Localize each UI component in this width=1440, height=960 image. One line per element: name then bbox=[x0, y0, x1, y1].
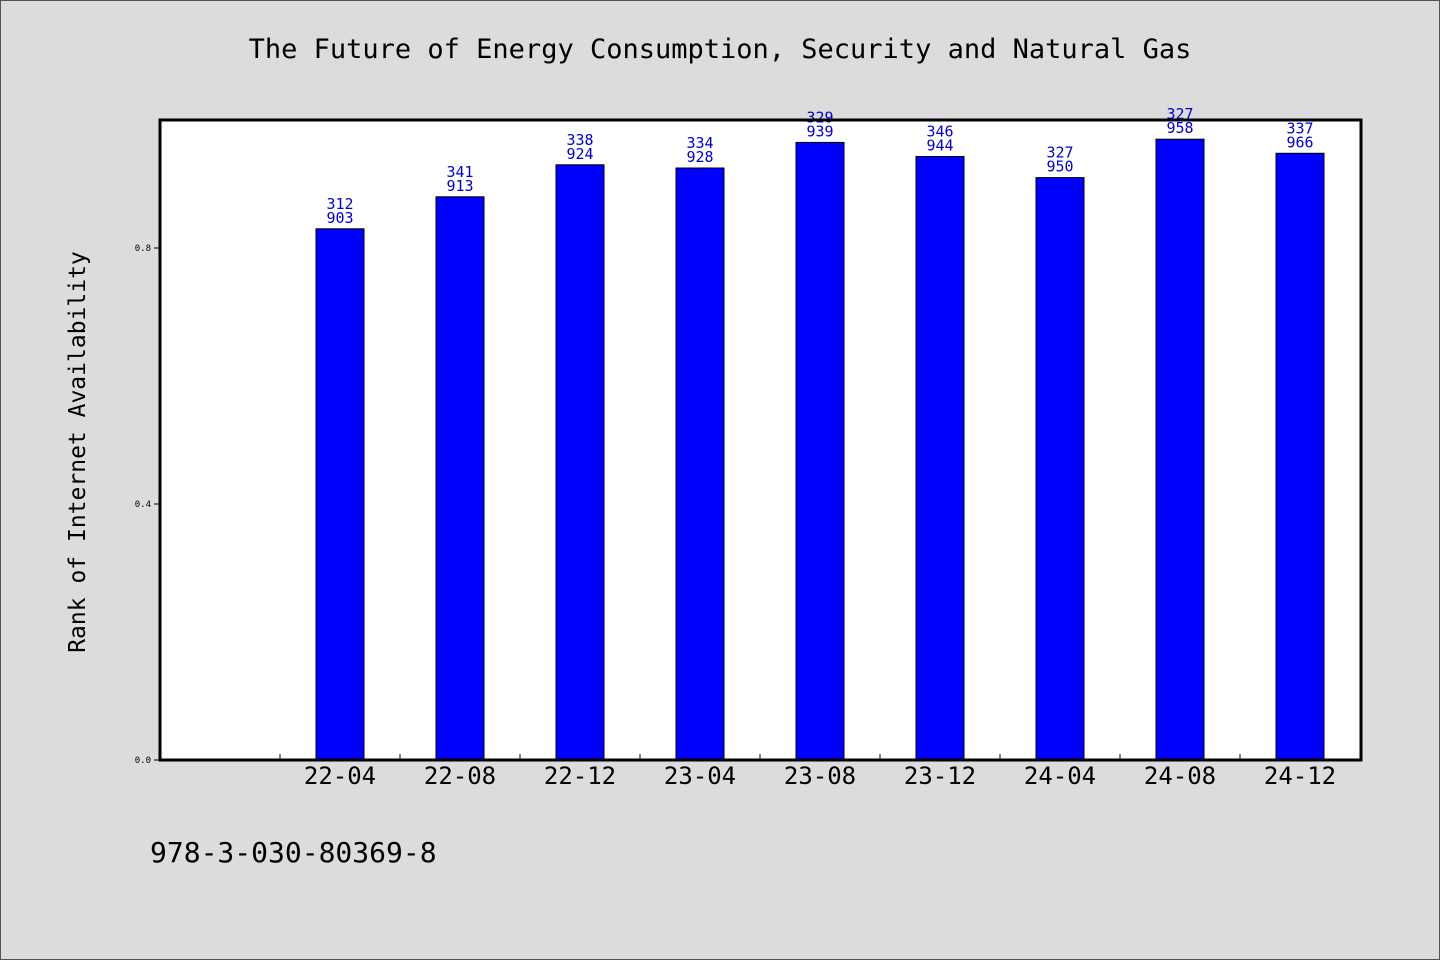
bar-label-top: 338 bbox=[566, 131, 593, 149]
y-tick-label: 0.8 bbox=[135, 244, 151, 254]
bar-label-top: 337 bbox=[1286, 119, 1313, 137]
bar bbox=[435, 196, 485, 761]
x-tick-label: 23-12 bbox=[904, 762, 976, 790]
bar-label-bottom: 958 bbox=[1166, 119, 1193, 137]
bar-label-bottom: 950 bbox=[1046, 158, 1073, 176]
x-tick-label: 24-04 bbox=[1024, 762, 1096, 790]
bar-label-bottom: 913 bbox=[446, 177, 473, 195]
bar bbox=[915, 155, 965, 761]
y-axis-label: Rank of Internet Availability bbox=[65, 251, 91, 653]
bar-label-top: 327 bbox=[1046, 144, 1073, 162]
isbn-footer: 978-3-030-80369-8 bbox=[150, 836, 437, 869]
bar-label-bottom: 939 bbox=[806, 122, 833, 140]
bar-label-top: 341 bbox=[446, 163, 473, 181]
plot-border bbox=[158, 118, 1363, 762]
x-tick-label: 22-12 bbox=[544, 762, 616, 790]
bar-label-bottom: 944 bbox=[926, 136, 953, 154]
bar-label-top: 312 bbox=[326, 195, 353, 213]
bar-label-bottom: 903 bbox=[326, 209, 353, 227]
bar-label-bottom: 924 bbox=[566, 145, 593, 163]
y-tick-label: 0.4 bbox=[135, 500, 151, 510]
bar-label-bottom: 928 bbox=[686, 148, 713, 166]
bar-label-top: 329 bbox=[806, 108, 833, 126]
bar-label-bottom: 966 bbox=[1286, 133, 1313, 151]
bar bbox=[1035, 177, 1085, 761]
x-tick-label: 24-08 bbox=[1144, 762, 1216, 790]
bar bbox=[1275, 152, 1325, 761]
x-tick-label: 23-04 bbox=[664, 762, 736, 790]
bar bbox=[1155, 138, 1205, 761]
bar bbox=[555, 164, 605, 761]
bar bbox=[675, 167, 725, 761]
x-tick-label: 22-04 bbox=[304, 762, 376, 790]
bar-label-top: 334 bbox=[686, 134, 713, 152]
bar-label-top: 346 bbox=[926, 122, 953, 140]
x-tick-label: 24-12 bbox=[1264, 762, 1336, 790]
x-tick-label: 22-08 bbox=[424, 762, 496, 790]
y-tick-label: 0.0 bbox=[135, 756, 151, 766]
bar bbox=[795, 141, 845, 761]
x-tick-label: 23-08 bbox=[784, 762, 856, 790]
chart-title: The Future of Energy Consumption, Securi… bbox=[248, 34, 1192, 65]
bar bbox=[315, 228, 365, 761]
